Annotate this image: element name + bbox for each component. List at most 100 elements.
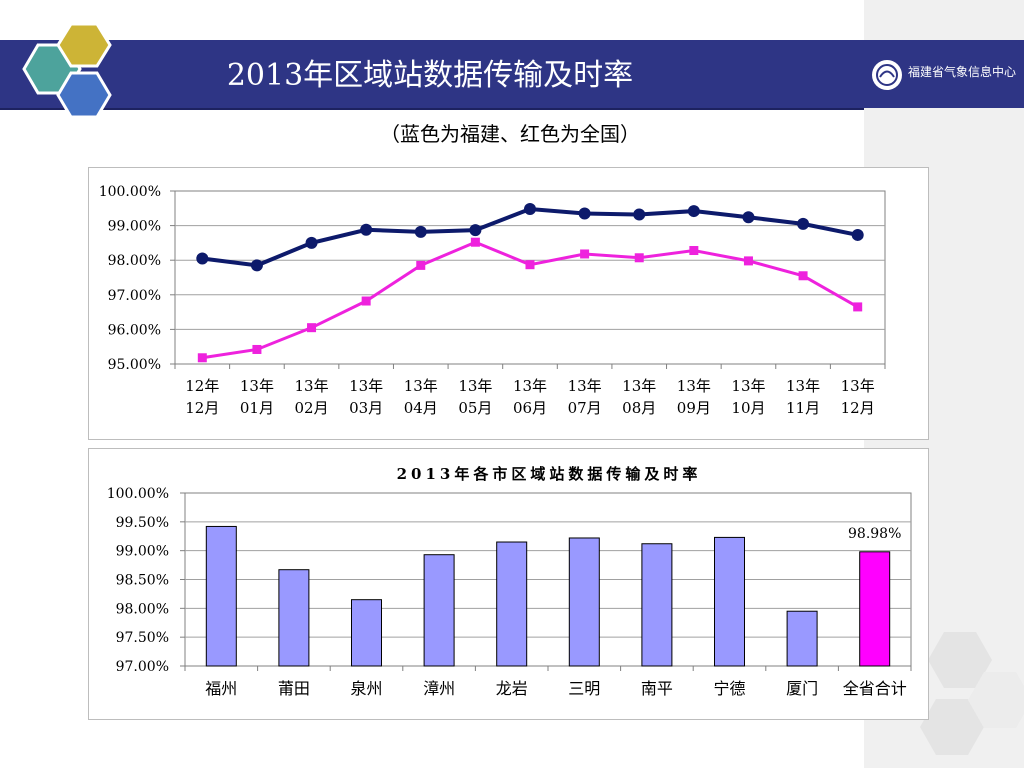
x-tick-label-line: 12月 xyxy=(185,399,219,417)
national-data-point xyxy=(416,260,426,270)
fujian-data-point xyxy=(469,224,482,237)
x-category-label: 三明 xyxy=(568,679,600,698)
line-chart-panel: 100.00% 99.00% 98.00% 97.00% 96.00% 95.00% 12年… xyxy=(88,167,929,440)
x-category-label: 全省合计 xyxy=(843,679,907,698)
x-tick-label-line: 13年 xyxy=(404,377,438,395)
city-bar xyxy=(351,599,382,667)
x-tick-label: 13年 04月 xyxy=(404,377,438,417)
x-tick-label-line: 09月 xyxy=(677,399,711,417)
fujian-data-point xyxy=(687,205,700,218)
national-data-point xyxy=(525,260,535,270)
national-data-point xyxy=(252,344,262,354)
national-data-point xyxy=(470,237,480,247)
x-category-label: 南平 xyxy=(641,679,673,698)
line-chart: 100.00% 99.00% 98.00% 97.00% 96.00% 95.00% 12年… xyxy=(99,184,886,417)
national-data-point xyxy=(634,253,644,263)
fujian-data-point xyxy=(524,202,536,215)
national-data-point xyxy=(798,271,808,281)
y-tick-label: 95.00% xyxy=(108,357,161,373)
national-data-point xyxy=(307,323,317,333)
x-tick-label-line: 13年 xyxy=(786,377,820,395)
y-tick-label: 97.00% xyxy=(108,288,161,304)
x-category-label: 漳州 xyxy=(423,679,455,698)
national-data-point xyxy=(689,246,699,256)
x-tick-label-line: 01月 xyxy=(240,399,274,417)
y-tick-label: 99.50% xyxy=(116,515,169,531)
y-tick-label: 97.50% xyxy=(116,630,169,646)
x-tick-label-line: 13年 xyxy=(240,377,274,395)
city-bar xyxy=(278,569,310,667)
x-tick-label-line: 02月 xyxy=(294,399,328,417)
city-bar xyxy=(205,525,237,667)
y-tick-label: 100.00% xyxy=(99,184,161,200)
y-tick-label: 100.00% xyxy=(107,486,169,502)
x-tick-label-line: 13年 xyxy=(622,377,656,395)
x-tick-label-line: 13年 xyxy=(458,377,492,395)
y-tick-label: 99.00% xyxy=(108,219,161,235)
x-category-label: 福州 xyxy=(205,679,237,698)
x-tick-label-line: 07月 xyxy=(568,399,602,417)
fujian-data-point xyxy=(742,211,755,224)
x-tick-label: 13年 09月 xyxy=(677,377,711,417)
y-tick-label: 97.00% xyxy=(116,659,169,675)
x-tick-label: 13年 02月 xyxy=(294,377,328,417)
x-tick-label: 13年 08月 xyxy=(622,377,656,417)
x-tick-label: 13年 01月 xyxy=(240,377,274,417)
city-bar xyxy=(714,536,745,667)
x-tick-label-line: 11月 xyxy=(786,399,820,417)
y-tick-label: 99.00% xyxy=(116,544,169,560)
national-data-point xyxy=(580,249,590,259)
x-tick-label: 13年 05月 xyxy=(458,377,492,417)
x-tick-label-line: 13年 xyxy=(677,377,711,395)
x-tick-label-line: 13年 xyxy=(568,377,602,395)
x-tick-label-line: 13年 xyxy=(513,377,547,395)
x-category-label: 泉州 xyxy=(350,679,382,698)
x-tick-label-line: 12月 xyxy=(841,399,875,417)
national-data-point xyxy=(197,353,207,363)
hexagon-blue-icon xyxy=(56,71,112,119)
city-bar xyxy=(786,610,818,667)
total-bar xyxy=(859,551,891,667)
fujian-data-point xyxy=(633,208,646,221)
y-tick-label: 98.50% xyxy=(116,573,169,589)
fujian-data-point xyxy=(305,236,318,249)
x-tick-label: 13年 12月 xyxy=(841,377,875,417)
y-tick-label: 98.00% xyxy=(116,601,169,617)
page-subtitle: （蓝色为福建、红色为全国） xyxy=(380,122,640,146)
x-category-label: 莆田 xyxy=(278,679,310,698)
x-tick-label: 13年 06月 xyxy=(513,377,547,417)
national-data-point xyxy=(853,302,863,312)
national-data-point xyxy=(743,256,753,266)
x-tick-label: 13年 11月 xyxy=(786,377,820,417)
bar-data-label: 98.98% xyxy=(848,526,901,542)
x-tick-label-line: 12年 xyxy=(185,377,219,395)
x-tick-label-line: 13年 xyxy=(731,377,765,395)
fujian-data-point xyxy=(250,259,263,272)
bar-chart: 2013年各市区域站数据传输及时率 100.00% 99.50% 99.00% 98.5… xyxy=(107,465,912,698)
y-tick-label: 96.00% xyxy=(108,322,161,338)
city-bar xyxy=(568,537,600,667)
x-tick-label: 13年 10月 xyxy=(731,377,765,417)
x-tick-label: 13年 07月 xyxy=(568,377,602,417)
fujian-data-point xyxy=(851,228,864,241)
x-tick-label-line: 06月 xyxy=(513,399,547,417)
x-category-label: 厦门 xyxy=(786,679,818,698)
city-bar xyxy=(641,543,673,667)
city-bar xyxy=(496,541,528,667)
x-tick-label: 12年 12月 xyxy=(185,377,219,417)
x-tick-label-line: 10月 xyxy=(731,399,765,417)
hexagon-grey-icon xyxy=(968,672,1024,728)
x-tick-label-line: 13年 xyxy=(294,377,328,395)
x-tick-label-line: 03月 xyxy=(349,399,383,417)
page-title: 2013年区域站数据传输及时率 xyxy=(226,58,634,93)
x-tick-label-line: 08月 xyxy=(622,399,656,417)
hexagon-gold-icon xyxy=(56,22,112,68)
y-tick-label: 98.00% xyxy=(108,253,161,269)
national-data-point xyxy=(361,296,371,306)
fujian-data-point xyxy=(797,217,810,230)
x-tick-label-line: 13年 xyxy=(841,377,875,395)
fujian-data-point xyxy=(578,207,591,220)
city-bar xyxy=(423,554,455,667)
hexagon-grey-icon xyxy=(928,632,992,688)
x-tick-label-line: 04月 xyxy=(404,399,438,417)
